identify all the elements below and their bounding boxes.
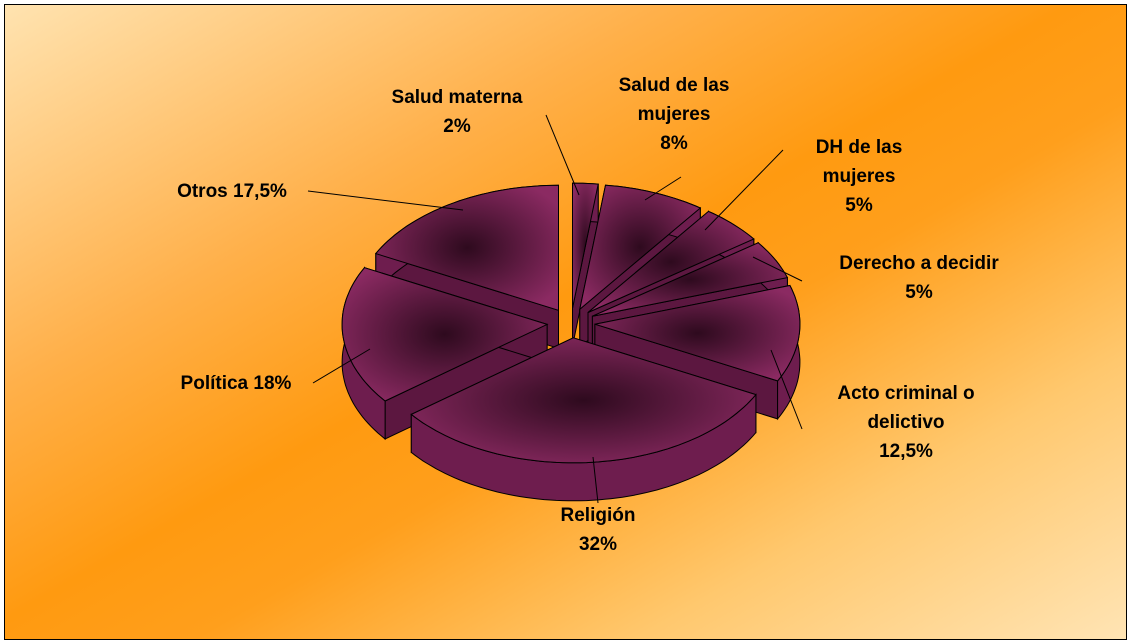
leader-line: [770, 349, 803, 430]
chart: [307, 114, 803, 504]
leader-line: [545, 114, 580, 196]
leader-line: [307, 190, 464, 211]
leader-line: [752, 256, 803, 282]
data-label: DH de las mujeres 5%: [799, 133, 919, 220]
leader-line: [644, 176, 682, 201]
leader-line: [312, 348, 371, 384]
slice-top: [572, 182, 599, 309]
data-label: Religión 32%: [518, 501, 678, 559]
slice-top: [594, 284, 801, 382]
data-label: Derecho a decidir 5%: [789, 249, 1049, 307]
category-label: Acto criminal o delictivo: [837, 383, 975, 433]
slice-top: [587, 210, 755, 313]
value-label: 8%: [660, 133, 688, 154]
slice-top: [592, 242, 789, 317]
slice-top: [341, 267, 549, 402]
category-label: Otros: [177, 181, 228, 202]
value-label: 12,5%: [879, 441, 933, 462]
leader-line: [592, 456, 599, 504]
value-label: 5%: [905, 282, 933, 303]
category-label: Salud materna: [391, 87, 523, 108]
leader-line: [704, 149, 784, 231]
slice-top: [410, 337, 757, 464]
data-label: Otros 17,5%: [152, 177, 312, 206]
category-label: DH de las mujeres: [815, 137, 903, 187]
data-label: Política 18%: [156, 369, 316, 398]
category-label: Derecho a decidir: [839, 253, 999, 274]
slice-top: [374, 184, 559, 311]
value-label: 18%: [253, 373, 292, 394]
category-label: Política: [180, 373, 249, 394]
chart-frame: Salud materna 2% Salud de las mujeres 8% DH …: [4, 4, 1127, 640]
data-label: Salud materna 2%: [357, 83, 557, 141]
category-label: Religión: [560, 505, 636, 526]
value-label: 17,5%: [233, 181, 287, 202]
value-label: 5%: [845, 195, 873, 216]
value-label: 2%: [443, 116, 471, 137]
pie-slice: [410, 337, 757, 502]
value-label: 32%: [578, 534, 618, 555]
category-label: Salud de las mujeres: [618, 75, 730, 125]
data-label: Acto criminal o delictivo 12,5%: [806, 379, 1006, 466]
data-label: Salud de las mujeres 8%: [599, 71, 749, 158]
